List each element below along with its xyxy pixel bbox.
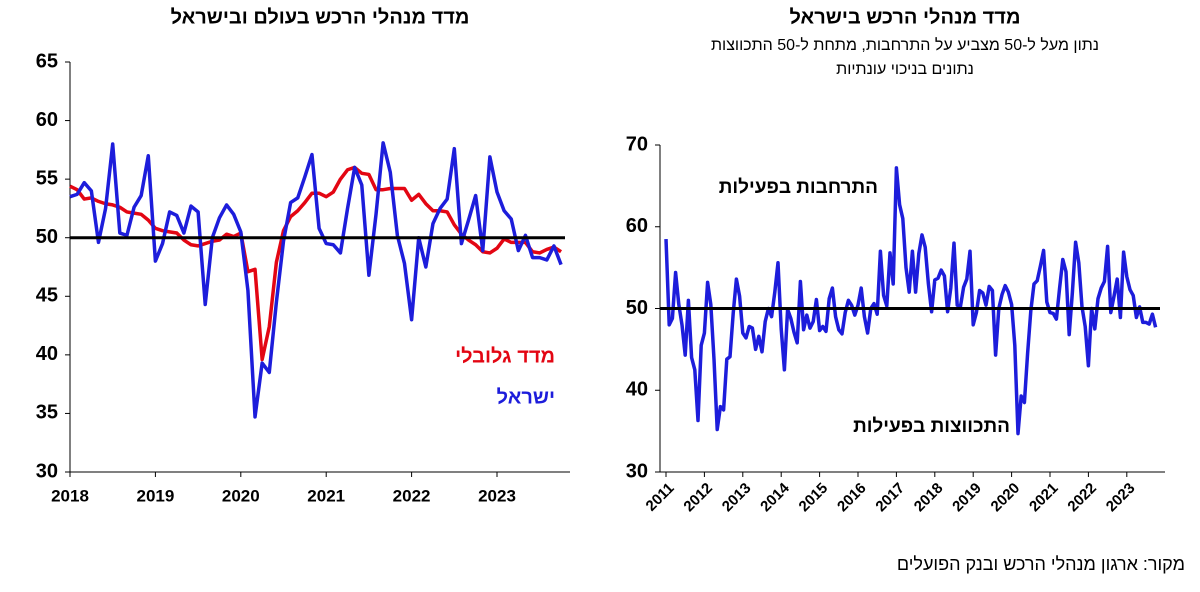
x-tick-label: 2014 — [757, 479, 793, 515]
x-tick-label: 2023 — [1103, 480, 1139, 516]
x-tick-label: 2013 — [719, 480, 755, 516]
y-tick-label: 50 — [36, 226, 58, 248]
y-tick-label: 40 — [36, 343, 58, 365]
x-tick-label: 2021 — [307, 486, 345, 505]
chart-subtitle: נתון מעל ל-50 מצביע על התרחבות, מתחת ל-5… — [711, 36, 1099, 54]
x-tick-label: 2023 — [478, 486, 516, 505]
y-tick-label: 30 — [36, 460, 58, 482]
y-tick-label: 60 — [626, 215, 648, 237]
y-tick-label: 30 — [626, 460, 648, 482]
x-tick-label: 2020 — [988, 480, 1024, 516]
x-tick-label: 2022 — [393, 486, 431, 505]
chart-title: מדד מנהלי הרכש בעולם ובישראל — [171, 6, 470, 28]
legend-label: ישראל — [497, 386, 555, 408]
legend-label: מדד גלובלי — [455, 345, 555, 367]
chart-title: מדד מנהלי הרכש בישראל — [790, 6, 1021, 28]
y-tick-label: 60 — [36, 109, 58, 131]
x-tick-label: 2017 — [872, 480, 908, 516]
x-tick-label: 2020 — [222, 486, 260, 505]
y-tick-label: 70 — [626, 133, 648, 155]
x-tick-label: 2019 — [136, 486, 174, 505]
x-tick-label: 2022 — [1064, 480, 1100, 516]
y-tick-label: 65 — [36, 50, 58, 72]
x-tick-label: 2016 — [834, 480, 870, 516]
y-tick-label: 35 — [36, 402, 58, 424]
series-line — [664, 166, 1158, 436]
x-tick-label: 2015 — [796, 480, 832, 516]
annotation: התרחבות בפעילות — [719, 177, 878, 198]
annotation: התכווצות בפעילות — [853, 416, 1010, 437]
x-tick-label: 2018 — [911, 480, 947, 516]
y-tick-label: 45 — [36, 285, 58, 307]
series-line — [69, 141, 563, 419]
x-tick-label: 2012 — [680, 480, 716, 516]
x-tick-label: 2019 — [949, 480, 985, 516]
x-tick-label: 2011 — [643, 480, 678, 515]
y-tick-label: 50 — [626, 297, 648, 319]
y-tick-label: 55 — [36, 167, 58, 189]
x-tick-label: 2021 — [1026, 480, 1062, 516]
y-tick-label: 40 — [626, 379, 648, 401]
chart-subtitle: נתונים בניכוי עונתיות — [836, 61, 974, 78]
x-tick-label: 2018 — [51, 486, 89, 505]
source-note: מקור: ארגון מנהלי הרכש ובנק הפועלים — [897, 554, 1185, 574]
